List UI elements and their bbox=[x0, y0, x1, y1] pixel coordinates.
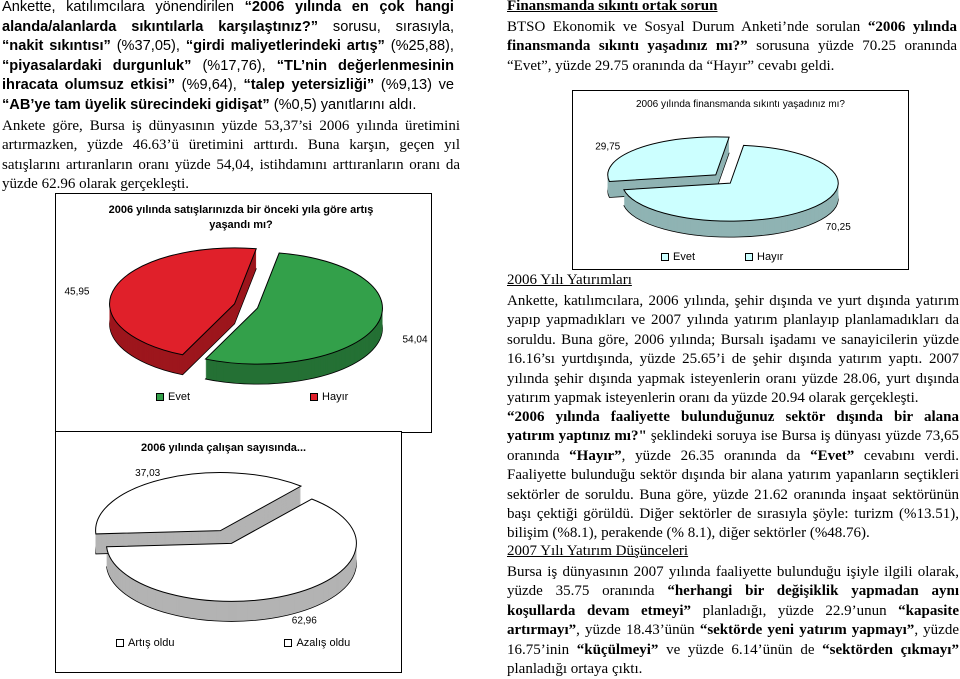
sector-paragraph: “2006 yılında faaliyette bulunduğunuz se… bbox=[507, 408, 959, 544]
text-run: Ankette, katılımcılara yönendirilen bbox=[2, 0, 245, 15]
text-run: Bursa iş dünyasının 2007 yılında faaliye… bbox=[507, 564, 959, 600]
legend-label: Evet bbox=[673, 251, 696, 263]
text-run: cevabını verdi. Faaliyette bulunduğu sek… bbox=[507, 447, 959, 542]
text-run: (%25,88), bbox=[384, 38, 454, 55]
text-run: şeklindeki soruya ise Bursa iş dünyası y… bbox=[507, 428, 959, 464]
intro-paragraph: Ankette, katılımcılara yönendirilen “200… bbox=[2, 0, 454, 116]
legend-swatch bbox=[284, 639, 293, 647]
production-paragraph: Ankete göre, Bursa iş dünyasının yüzde 5… bbox=[2, 117, 460, 195]
slice bbox=[623, 144, 839, 222]
legend: Evet Hayır bbox=[156, 391, 348, 403]
legend: Artış oldu Azalış oldu bbox=[116, 637, 350, 649]
value-label: 62,96 bbox=[292, 615, 317, 626]
legend-swatch bbox=[745, 253, 754, 261]
sales-chart: 54,04 45,95 Evet Hayır 2006 yılında satışlar… bbox=[55, 193, 432, 433]
text-run: planladığı, yüzde 22.9’unun bbox=[691, 602, 899, 619]
text-run: planladığı ortaya çıktı. bbox=[507, 661, 643, 678]
bold-run: “nakit sıkıntısı” bbox=[2, 38, 111, 55]
text-run: (%9,13) ve bbox=[374, 77, 455, 94]
chart-title: 2006 yılında finansmanda sıkıntı yaşadın… bbox=[635, 99, 845, 110]
investment-heading: 2006 Yılı Yatırımları bbox=[507, 272, 632, 288]
slice bbox=[95, 472, 303, 535]
employment-chart: 62,96 37,03 Artış oldu Azalış oldu 2006 yılı… bbox=[55, 431, 402, 673]
legend-item: Hayır bbox=[745, 251, 783, 263]
bold-run: “kapasite artırmayı” bbox=[507, 602, 960, 639]
text-run: , yüzde 18.43’ünün bbox=[576, 622, 700, 639]
slice bbox=[109, 247, 257, 356]
legend-swatch bbox=[661, 253, 669, 261]
bold-run: “TL’nin değerlenmesinin ihracata olumsuz… bbox=[2, 57, 454, 94]
text-run: , yüzde 16.75’inin bbox=[507, 622, 959, 658]
bold-run: “Evet” bbox=[810, 447, 855, 464]
bold-run: “talep yetersizliği” bbox=[243, 77, 375, 94]
legend-label: Azalış oldu bbox=[296, 637, 351, 649]
plans-heading: 2007 Yılı Yatırım Düşünceleri bbox=[507, 543, 689, 559]
slice bbox=[607, 136, 730, 182]
bold-run: “piyasalardaki durgunluk” bbox=[2, 57, 192, 74]
finance-chart: 29,75 70,25 Evet Hayır 2006 yılında finansma… bbox=[572, 90, 909, 270]
text-run: Ankete göre, Bursa iş dünyasının yüzde 5… bbox=[2, 118, 460, 193]
bold-run: “sektörde yeni yatırım yapmayı” bbox=[699, 622, 915, 639]
legend-swatch bbox=[116, 639, 124, 647]
text-run: ve yüzde 6.14’ünün de bbox=[658, 641, 823, 658]
bold-run: “herhangi bir değişiklik yapmadan aynı k… bbox=[507, 583, 959, 619]
finance-paragraph: BTSO Ekonomik ve Sosyal Durum Anketi’nde… bbox=[507, 18, 957, 76]
legend-item: Evet bbox=[156, 391, 190, 403]
text-run: , yüzde 26.35 oranında da bbox=[621, 447, 811, 464]
chart-title: 2006 yılında satışlarınızda bir önceki y… bbox=[108, 204, 374, 231]
text-run: (%37,05), bbox=[110, 38, 186, 55]
text-run: sorusu, sırasıyla, bbox=[318, 18, 455, 35]
value-label: 37,03 bbox=[135, 468, 160, 479]
bold-run: “2006 yılında en çok hangi alanda/alanla… bbox=[2, 0, 454, 35]
legend-item: Evet bbox=[661, 251, 695, 263]
bold-run: “AB’ye tam üyelik sürecindeki gidişat” bbox=[2, 96, 270, 113]
legend-label: Artış oldu bbox=[128, 637, 175, 649]
bold-run: “Hayır” bbox=[569, 447, 622, 464]
bold-run: “girdi maliyetlerindeki artış” bbox=[185, 38, 385, 55]
value-label: 29,75 bbox=[595, 141, 620, 152]
legend-label: Hayır bbox=[757, 251, 784, 263]
legend-swatch bbox=[156, 393, 164, 401]
text-run: (%9,64), bbox=[175, 77, 244, 94]
legend-item: Hayır bbox=[310, 391, 348, 403]
value-label: 45,95 bbox=[64, 287, 89, 298]
legend: Evet Hayır bbox=[661, 251, 783, 263]
legend-label: Evet bbox=[168, 391, 191, 403]
finance-heading: Finansmanda sıkıntı ortak sorun bbox=[507, 0, 718, 14]
chart-title: 2006 yılında çalışan sayısında... bbox=[141, 442, 307, 454]
text-run: (%17,76), bbox=[191, 57, 277, 74]
bold-run: “2006 yılında finansmanda sıkıntı yaşadı… bbox=[507, 19, 957, 55]
slice bbox=[204, 252, 383, 365]
bold-run: “sektörden çıkmayı” bbox=[822, 641, 959, 658]
bold-run: “2006 yılında faaliyette bulunduğunuz se… bbox=[507, 409, 959, 445]
pie-plot: 54,04 45,95 bbox=[64, 247, 428, 385]
investment-paragraph: Ankette, katılımcılara, 2006 yılında, şe… bbox=[507, 292, 959, 408]
text-run: (%0,5) yanıtlarını aldı. bbox=[269, 96, 417, 113]
text-run: BTSO Ekonomik ve Sosyal Durum Anketi’nde… bbox=[507, 19, 868, 35]
slice bbox=[106, 498, 357, 602]
legend-item: Artış oldu bbox=[116, 637, 174, 649]
legend-item: Azalış oldu bbox=[284, 637, 350, 649]
text-run: sorusuna yüzde 70.25 oranında “Evet”, yü… bbox=[507, 38, 958, 74]
pie-plot: 29,75 70,25 bbox=[595, 136, 851, 238]
value-label: 54,04 bbox=[402, 335, 427, 346]
value-label: 70,25 bbox=[826, 222, 851, 233]
pie-plot: 62,96 37,03 bbox=[95, 468, 357, 626]
bold-run: “küçülmeyi” bbox=[576, 641, 659, 658]
legend-label: Hayır bbox=[322, 391, 349, 403]
text-run: Ankette, katılımcılara, 2006 yılında, şe… bbox=[507, 293, 959, 407]
plans-paragraph: Bursa iş dünyasının 2007 yılında faaliye… bbox=[507, 563, 959, 679]
legend-swatch bbox=[310, 393, 319, 401]
